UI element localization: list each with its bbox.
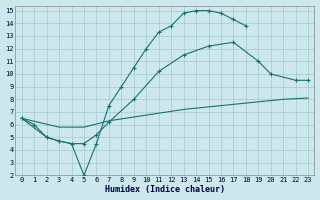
X-axis label: Humidex (Indice chaleur): Humidex (Indice chaleur): [105, 185, 225, 194]
